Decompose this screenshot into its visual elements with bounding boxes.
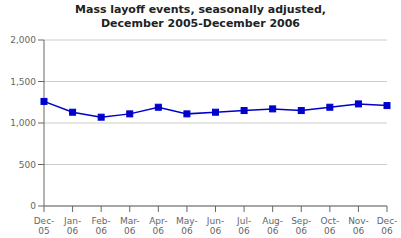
- html-text:December 2005-December 2006: December 2005-December 2006: [101, 17, 300, 30]
- svg-text:Apr-06: Apr-06: [149, 216, 167, 236]
- svg-text:2,000: 2,000: [10, 35, 36, 45]
- svg-text:Dec-06: Dec-06: [377, 216, 393, 236]
- svg-text:Jun-06: Jun-06: [206, 216, 224, 236]
- svg-text:Jul-06: Jul-06: [236, 216, 251, 236]
- svg-text:Aug-06: Aug-06: [262, 216, 283, 236]
- html-text:Mass layoff events, seasonally: Mass layoff events, seasonally adjusted,: [75, 3, 326, 16]
- svg-text:May-06: May-06: [176, 216, 198, 236]
- svg-text:Oct-06: Oct-06: [320, 216, 339, 236]
- svg-text:Sep-06: Sep-06: [291, 216, 311, 236]
- svg-text:500: 500: [19, 160, 36, 170]
- svg-text:1,000: 1,000: [10, 118, 36, 128]
- svg-text:0: 0: [30, 201, 36, 211]
- svg-text:Dec-05: Dec-05: [34, 216, 55, 236]
- svg-text:Jan-06: Jan-06: [63, 216, 81, 236]
- svg-text:Mar-06: Mar-06: [120, 216, 140, 236]
- svg-text:1,500: 1,500: [10, 77, 36, 87]
- svg-text:Nov-06: Nov-06: [348, 216, 369, 236]
- svg-text:Feb-06: Feb-06: [92, 216, 111, 236]
